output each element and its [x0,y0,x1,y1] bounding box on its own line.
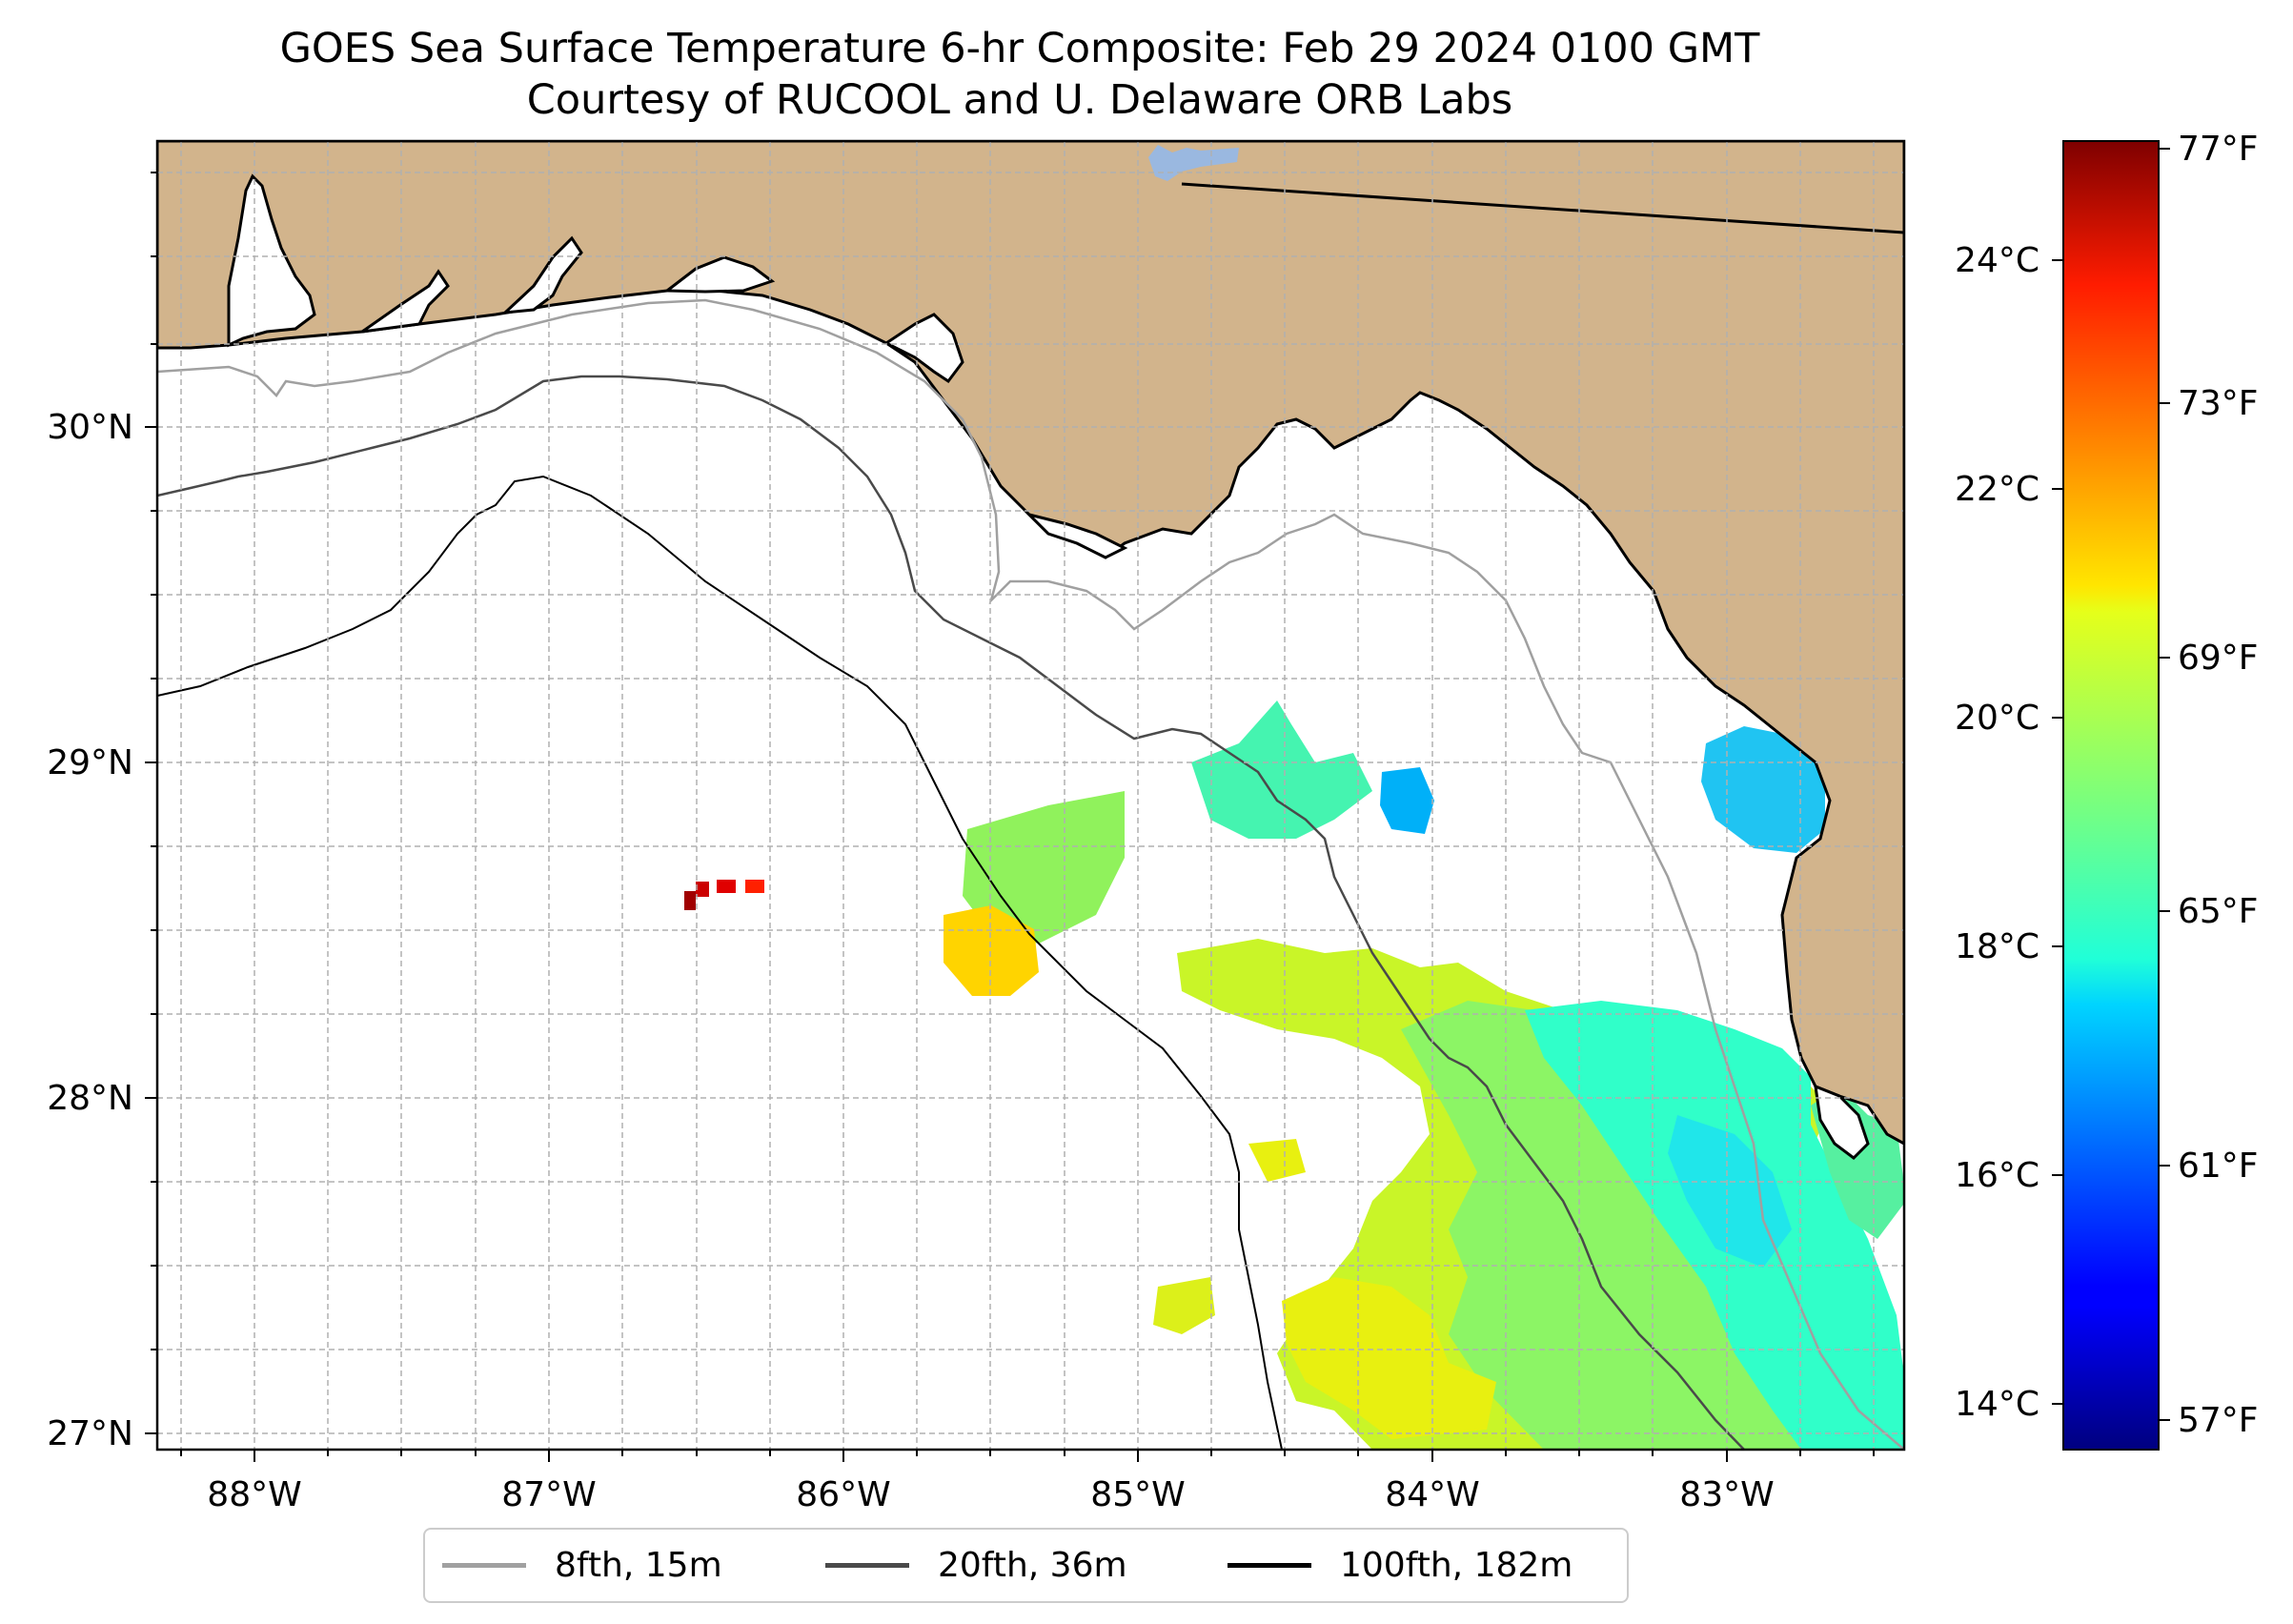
sst-patch-yellow-south3 [1153,1277,1215,1334]
fahrenheit-tick-label: 73°F [2178,384,2259,423]
apalachicola-bay [883,313,964,384]
axis-ticks [145,172,1875,1462]
sst-patch-orange-yellow [944,905,1039,996]
legend-label-8fth: 8fth, 15m [555,1546,722,1585]
sst-patch-green-midshelf [963,791,1125,944]
sst-patch-yellow-south [1282,1277,1496,1439]
fahrenheit-tick-label: 69°F [2178,639,2259,678]
lon-tick-label: 86°W [796,1475,890,1514]
isobath-8fth [157,298,1904,1450]
colorbar: 14°C 16°C 18°C 20°C 22°C 24°C 57°F 61°F … [1955,130,2259,1451]
isobaths [157,298,1904,1450]
sst-data-layer [684,700,1904,1450]
celsius-tick-label: 22°C [1955,470,2039,509]
graticule [157,141,1904,1450]
longitude-labels: 88°W 87°W 86°W 85°W 84°W 83°W [207,1475,1774,1514]
sst-patch-red-1 [696,882,709,897]
legend-swatch-20fth [825,1563,909,1568]
map-subtitle: Courtesy of RUCOOL and U. Delaware ORB L… [526,76,1513,124]
lon-tick-label: 84°W [1385,1475,1479,1514]
lon-tick-label: 85°W [1090,1475,1185,1514]
celsius-tick-label: 24°C [1955,241,2039,280]
fahrenheit-labels: 57°F 61°F 65°F 69°F 73°F 77°F [2178,130,2259,1440]
celsius-tick-label: 20°C [1955,699,2039,738]
legend-item-20fth: 20fth, 36m [825,1530,1127,1601]
sst-patch-cyan-east [1668,1115,1792,1268]
colorbar-gradient [2062,140,2160,1451]
lat-tick-label: 30°N [47,408,133,447]
legend-swatch-100fth [1228,1563,1311,1568]
tampa-bay [1814,1084,1870,1160]
legend-label-20fth: 20fth, 36m [938,1546,1127,1585]
map-title: GOES Sea Surface Temperature 6-hr Compos… [279,25,1760,72]
legend-item-8fth: 8fth, 15m [442,1530,722,1601]
lon-tick-label: 88°W [207,1475,301,1514]
legend-swatch-8fth [442,1563,526,1568]
legend-label-100fth: 100fth, 182m [1340,1546,1573,1585]
fahrenheit-tick-label: 65°F [2178,892,2259,931]
sst-patch-red-2 [717,880,736,893]
legend-item-100fth: 100fth, 182m [1228,1530,1573,1601]
st-andrews-bay [662,255,776,294]
map-area [157,141,1904,1450]
lat-tick-label: 28°N [47,1079,133,1118]
latitude-labels: 27°N 28°N 29°N 30°N [47,408,133,1453]
fahrenheit-tick-label: 61°F [2178,1147,2259,1186]
isobath-20fth [157,375,1745,1450]
sst-patch-yellow-south2 [1248,1139,1306,1182]
mobile-bay [227,173,316,348]
celsius-tick-label: 18°C [1955,927,2039,966]
colorbar-ticks [2052,148,2170,1421]
map-frame [155,139,1906,1451]
lat-tick-label: 29°N [47,743,133,782]
isobath-100fth [157,475,1283,1450]
sst-patch-blue-east [1701,726,1825,853]
apalachee-bay [1025,512,1128,559]
celsius-labels: 14°C 16°C 18°C 20°C 22°C 24°C [1955,241,2039,1424]
sst-patch-darkred [684,891,696,910]
fahrenheit-tick-label: 77°F [2178,130,2259,169]
lon-tick-label: 83°W [1679,1475,1774,1514]
celsius-tick-label: 14°C [1955,1385,2039,1424]
pensacola-bay [361,269,450,334]
isobath-legend: 8fth, 15m 20fth, 36m 100fth, 182m [423,1528,1629,1603]
sst-patch-red-3 [745,880,764,893]
lat-tick-label: 27°N [47,1414,133,1453]
sst-patch-aqua-north [1191,700,1372,839]
sst-patch-blue-north [1380,767,1434,834]
fahrenheit-tick-label: 57°F [2178,1401,2259,1440]
state-boundary-line [1181,182,1904,234]
land-layer [157,141,1904,1160]
lon-tick-label: 87°W [501,1475,596,1514]
celsius-tick-label: 16°C [1955,1156,2039,1195]
